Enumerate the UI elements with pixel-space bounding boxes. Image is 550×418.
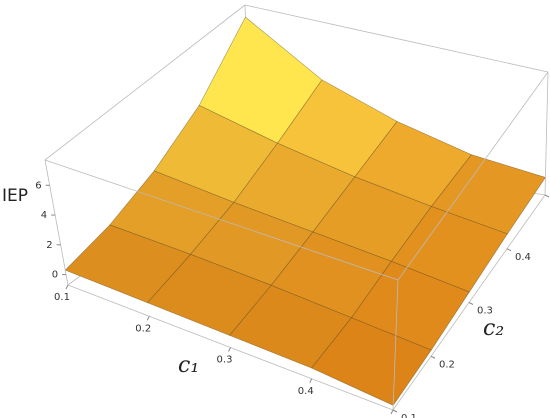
z-tick-label: 0 [52,270,58,281]
y-tick [392,409,398,413]
box-edge [392,279,399,411]
x-axis-title: c₁ [178,353,199,378]
box-edge [44,159,69,286]
box-edge [544,71,549,196]
box-edge [244,4,549,73]
x-tick [65,284,69,290]
box-edge [44,4,246,161]
y-tick-label: 0.4 [515,252,531,263]
surface [64,16,546,406]
y-tick-label: 0.3 [477,306,493,317]
x-tick [146,316,150,321]
x-tick-label: 0.4 [298,386,314,397]
x-tick-label: 0.2 [135,323,151,334]
x-tick [309,378,313,383]
y-axis-title: c₂ [483,316,504,341]
z-tick-label: 4 [41,210,47,221]
x-tick [390,409,394,415]
y-tick [506,248,512,252]
y-tick [468,302,474,305]
z-tick-label: 6 [35,180,41,191]
x-tick-label: 0.3 [217,355,233,366]
y-tick-label: 0.1 [401,413,417,418]
z-tick-label: 2 [46,240,52,251]
x-tick-label: 0.1 [54,292,70,303]
box-edge [397,71,549,281]
y-tick [430,355,436,359]
box-edge [44,159,399,281]
y-tick [544,194,550,198]
z-axis-title: IEP [2,186,28,206]
x-tick [228,347,231,352]
y-tick-label: 0.2 [439,359,455,370]
surface-patch [311,317,432,406]
